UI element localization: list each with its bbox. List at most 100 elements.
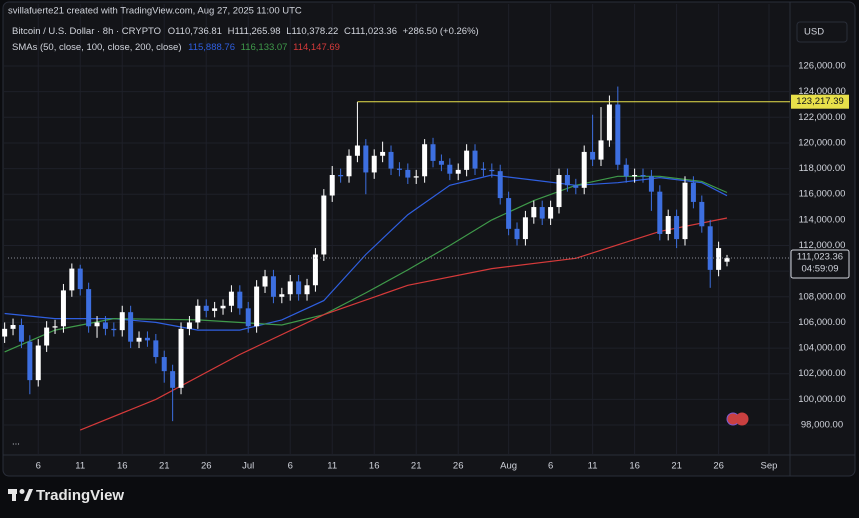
sma-200-value: 114,147.69 xyxy=(293,42,340,53)
candle-body xyxy=(396,168,402,170)
x-tick-label: 6 xyxy=(288,461,293,472)
candle-body xyxy=(220,305,226,309)
candle-body xyxy=(690,182,696,202)
candle-body xyxy=(186,322,192,329)
candle-body xyxy=(237,291,243,309)
x-tick-label: Aug xyxy=(500,461,517,472)
candle-body xyxy=(161,357,167,372)
candle-body xyxy=(430,144,436,161)
candle-body xyxy=(86,289,92,327)
x-tick-label: Sep xyxy=(761,461,778,472)
logo-part xyxy=(12,489,16,501)
candle-body xyxy=(665,216,671,234)
candle-body xyxy=(94,322,100,327)
candle-body xyxy=(531,207,537,218)
candle-body xyxy=(77,268,83,290)
candle-body xyxy=(262,276,268,287)
candle-body xyxy=(682,182,688,240)
ohlc-close: C111,023.36 xyxy=(344,26,397,37)
currency-button[interactable] xyxy=(796,21,848,43)
candle-body xyxy=(438,160,444,165)
candle-body xyxy=(363,145,369,173)
x-tick-label: 11 xyxy=(75,461,85,472)
x-tick-label: 21 xyxy=(159,461,170,472)
brand-logo xyxy=(8,489,33,501)
candle-body xyxy=(119,312,125,331)
y-tick-label: 108,000.00 xyxy=(798,291,846,302)
candle-body xyxy=(35,345,41,381)
y-tick-label: 116,000.00 xyxy=(799,189,846,200)
ohlc-low: L110,378.22 xyxy=(286,26,338,37)
candle-body xyxy=(623,164,629,177)
x-tick-label: Jul xyxy=(242,461,254,472)
y-tick-label: 126,000.00 xyxy=(798,61,846,72)
y-tick-label: 118,000.00 xyxy=(799,163,846,174)
y-tick-label: 114,000.00 xyxy=(799,214,846,225)
candle-body xyxy=(716,248,722,270)
candle-body xyxy=(464,150,470,170)
level-label: 123,217.39 xyxy=(796,96,844,107)
candle-body xyxy=(371,155,377,173)
symbol-title: Bitcoin / U.S. Dollar · 8h · CRYPTO xyxy=(12,26,161,37)
candle-body xyxy=(338,175,344,177)
candle-body xyxy=(447,164,453,174)
candle-body xyxy=(514,228,520,240)
x-tick-label: 11 xyxy=(588,461,598,472)
candle-body xyxy=(60,290,66,327)
last-price-label: 111,023.36 xyxy=(797,252,843,263)
candle-body xyxy=(707,226,713,270)
x-tick-label: 6 xyxy=(548,461,553,472)
x-tick-label: 16 xyxy=(117,461,128,472)
candle-body xyxy=(556,175,562,208)
candle-body xyxy=(598,140,604,160)
candle-body xyxy=(111,328,117,331)
candle-body xyxy=(699,201,705,227)
y-tick-label: 120,000.00 xyxy=(798,137,846,148)
x-tick-label: 26 xyxy=(453,461,464,472)
candle-body xyxy=(178,328,184,388)
candle-body xyxy=(522,217,528,240)
x-tick-label: 21 xyxy=(411,461,422,472)
event-icon[interactable] xyxy=(735,412,749,426)
candle-body xyxy=(480,168,486,170)
x-tick-label: 26 xyxy=(201,461,212,472)
brand: TradingView xyxy=(36,487,124,504)
sma-legend: SMAs (50, close, 100, close, 200, close)… xyxy=(12,42,340,53)
candle-body xyxy=(674,216,680,240)
event-icons xyxy=(726,412,749,426)
candle-body xyxy=(497,171,503,199)
sma-legend-title: SMAs (50, close, 100, close, 200, close) xyxy=(12,42,182,53)
candle-body xyxy=(590,151,596,160)
candle-body xyxy=(170,371,176,388)
y-tick-label: 122,000.00 xyxy=(798,112,846,123)
ohlc-high: H111,265.98 xyxy=(228,26,281,37)
last-price-tag xyxy=(790,249,850,279)
candle-body xyxy=(287,281,293,295)
candle-body xyxy=(724,258,730,262)
more-button[interactable]: ... xyxy=(12,437,20,448)
candle-body xyxy=(296,281,302,295)
x-tick-label: 16 xyxy=(629,461,640,472)
candle-body xyxy=(380,151,386,156)
candle-body xyxy=(321,195,327,255)
candle-body xyxy=(472,150,478,169)
candle-body xyxy=(2,328,8,337)
sma-line xyxy=(4,174,728,331)
candle-body xyxy=(581,151,587,188)
symbol-legend: Bitcoin / U.S. Dollar · 8h · CRYPTO O110… xyxy=(12,26,479,37)
currency[interactable]: USD xyxy=(804,27,824,38)
candle-body xyxy=(245,308,251,327)
candle-body xyxy=(304,285,310,295)
sma-50-value: 115,888.76 xyxy=(188,42,235,53)
candle-body xyxy=(254,286,260,327)
candle-body xyxy=(312,254,318,286)
x-tick-label: 21 xyxy=(671,461,682,472)
candle-body xyxy=(18,325,24,342)
candle-body xyxy=(573,185,579,188)
candle-body xyxy=(212,308,218,311)
candle-body xyxy=(489,169,495,172)
candle-body xyxy=(69,268,75,291)
sma-100-value: 116,133.07 xyxy=(241,42,288,53)
candle-body xyxy=(195,305,201,323)
